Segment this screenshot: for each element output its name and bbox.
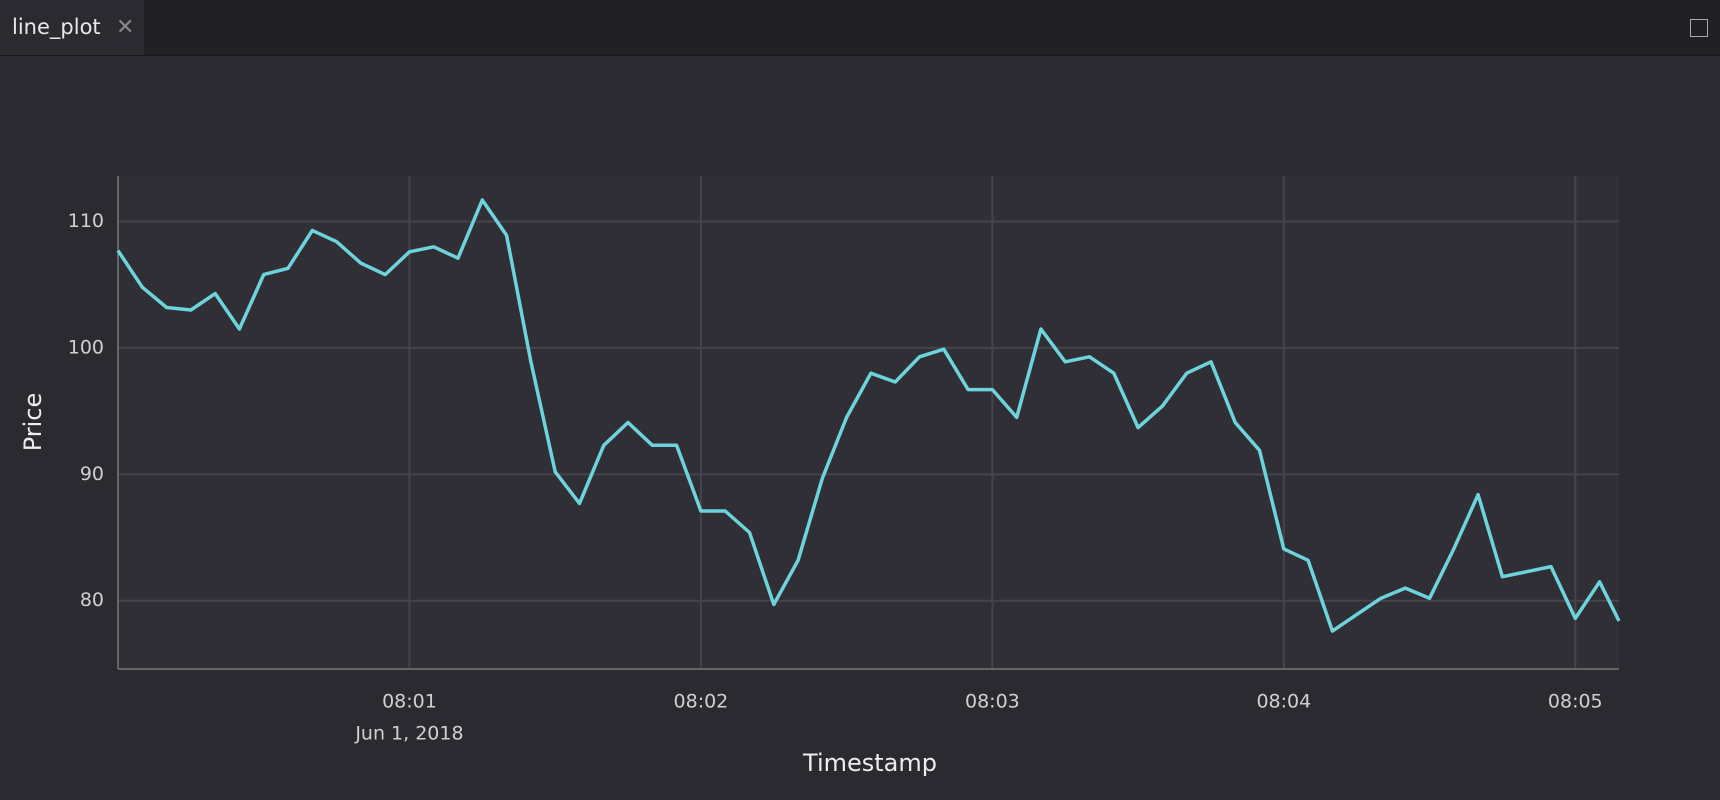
x-tick-label: 08:02 xyxy=(674,691,729,713)
y-tick-label: 90 xyxy=(80,463,104,485)
plot-area xyxy=(118,176,1619,669)
x-date-label: Jun 1, 2018 xyxy=(354,723,463,745)
y-tick-label: 110 xyxy=(68,210,104,232)
tab-title: line_plot xyxy=(12,15,101,39)
x-tick-label: 08:05 xyxy=(1548,691,1603,713)
x-axis-label: Timestamp xyxy=(802,749,937,777)
y-tick-label: 100 xyxy=(68,336,104,358)
x-tick-label: 08:01 xyxy=(382,691,437,713)
tab-bar: line_plot ✕ xyxy=(0,0,1720,56)
maximize-button[interactable] xyxy=(1690,19,1708,37)
y-axis-label: Price xyxy=(19,393,47,452)
y-tick-label: 80 xyxy=(80,589,104,611)
x-tick-label: 08:04 xyxy=(1256,691,1311,713)
x-tick-label: 08:03 xyxy=(965,691,1020,713)
tab[interactable]: line_plot ✕ xyxy=(0,0,144,55)
close-button[interactable]: ✕ xyxy=(116,15,135,40)
price-line xyxy=(116,198,1621,633)
